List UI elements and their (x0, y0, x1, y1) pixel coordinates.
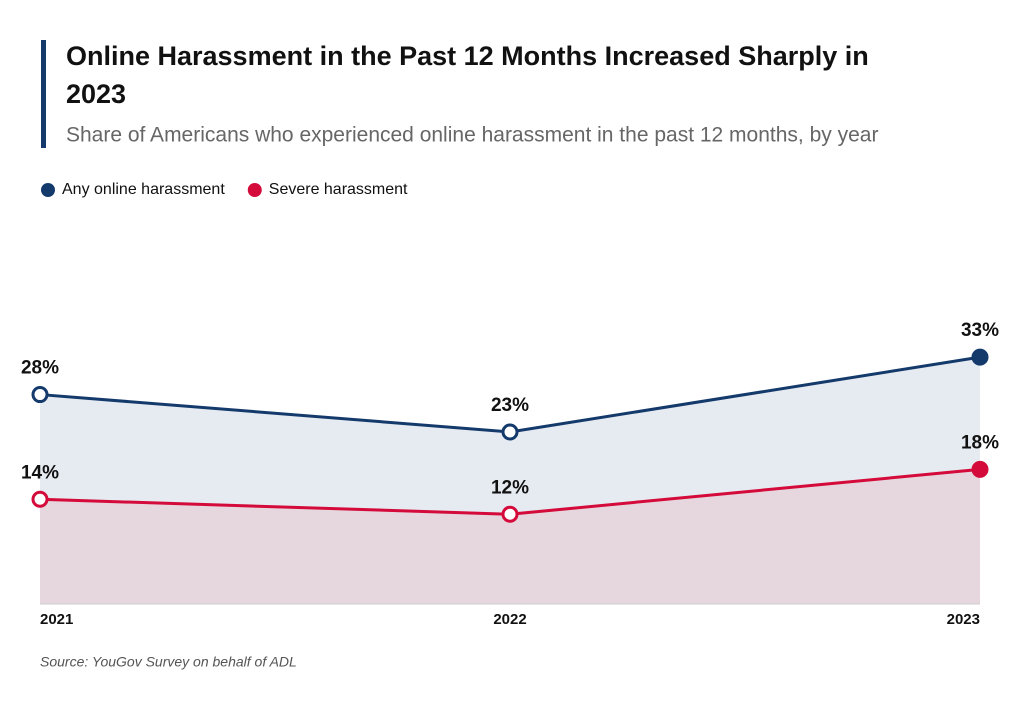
chart-subtitle: Share of Americans who experienced onlin… (66, 124, 878, 147)
value-label: 18% (961, 432, 999, 453)
value-label: 14% (21, 462, 59, 483)
value-label: 28% (21, 358, 59, 379)
point (31, 386, 49, 404)
legend-marker (247, 183, 262, 197)
x-tick-label: 2023 (947, 611, 980, 628)
x-tick-label: 2021 (40, 611, 73, 628)
chart-title: Online Harassment in the Past 12 Months … (66, 41, 869, 109)
legend-label: Any online harassment (62, 181, 225, 198)
value-label: 12% (491, 477, 529, 498)
source: Source: YouGov Survey on behalf of ADL (40, 654, 297, 670)
title-accent (41, 40, 46, 148)
point (971, 348, 989, 366)
x-tick-label: 2022 (493, 611, 526, 628)
value-label: 23% (491, 395, 529, 416)
point (501, 505, 519, 523)
point (971, 460, 989, 478)
legend-marker (41, 183, 55, 197)
point (31, 490, 49, 508)
area (40, 469, 980, 604)
point (501, 423, 519, 441)
legend-label: Severe harassment (269, 181, 408, 198)
value-label: 33% (961, 320, 999, 341)
